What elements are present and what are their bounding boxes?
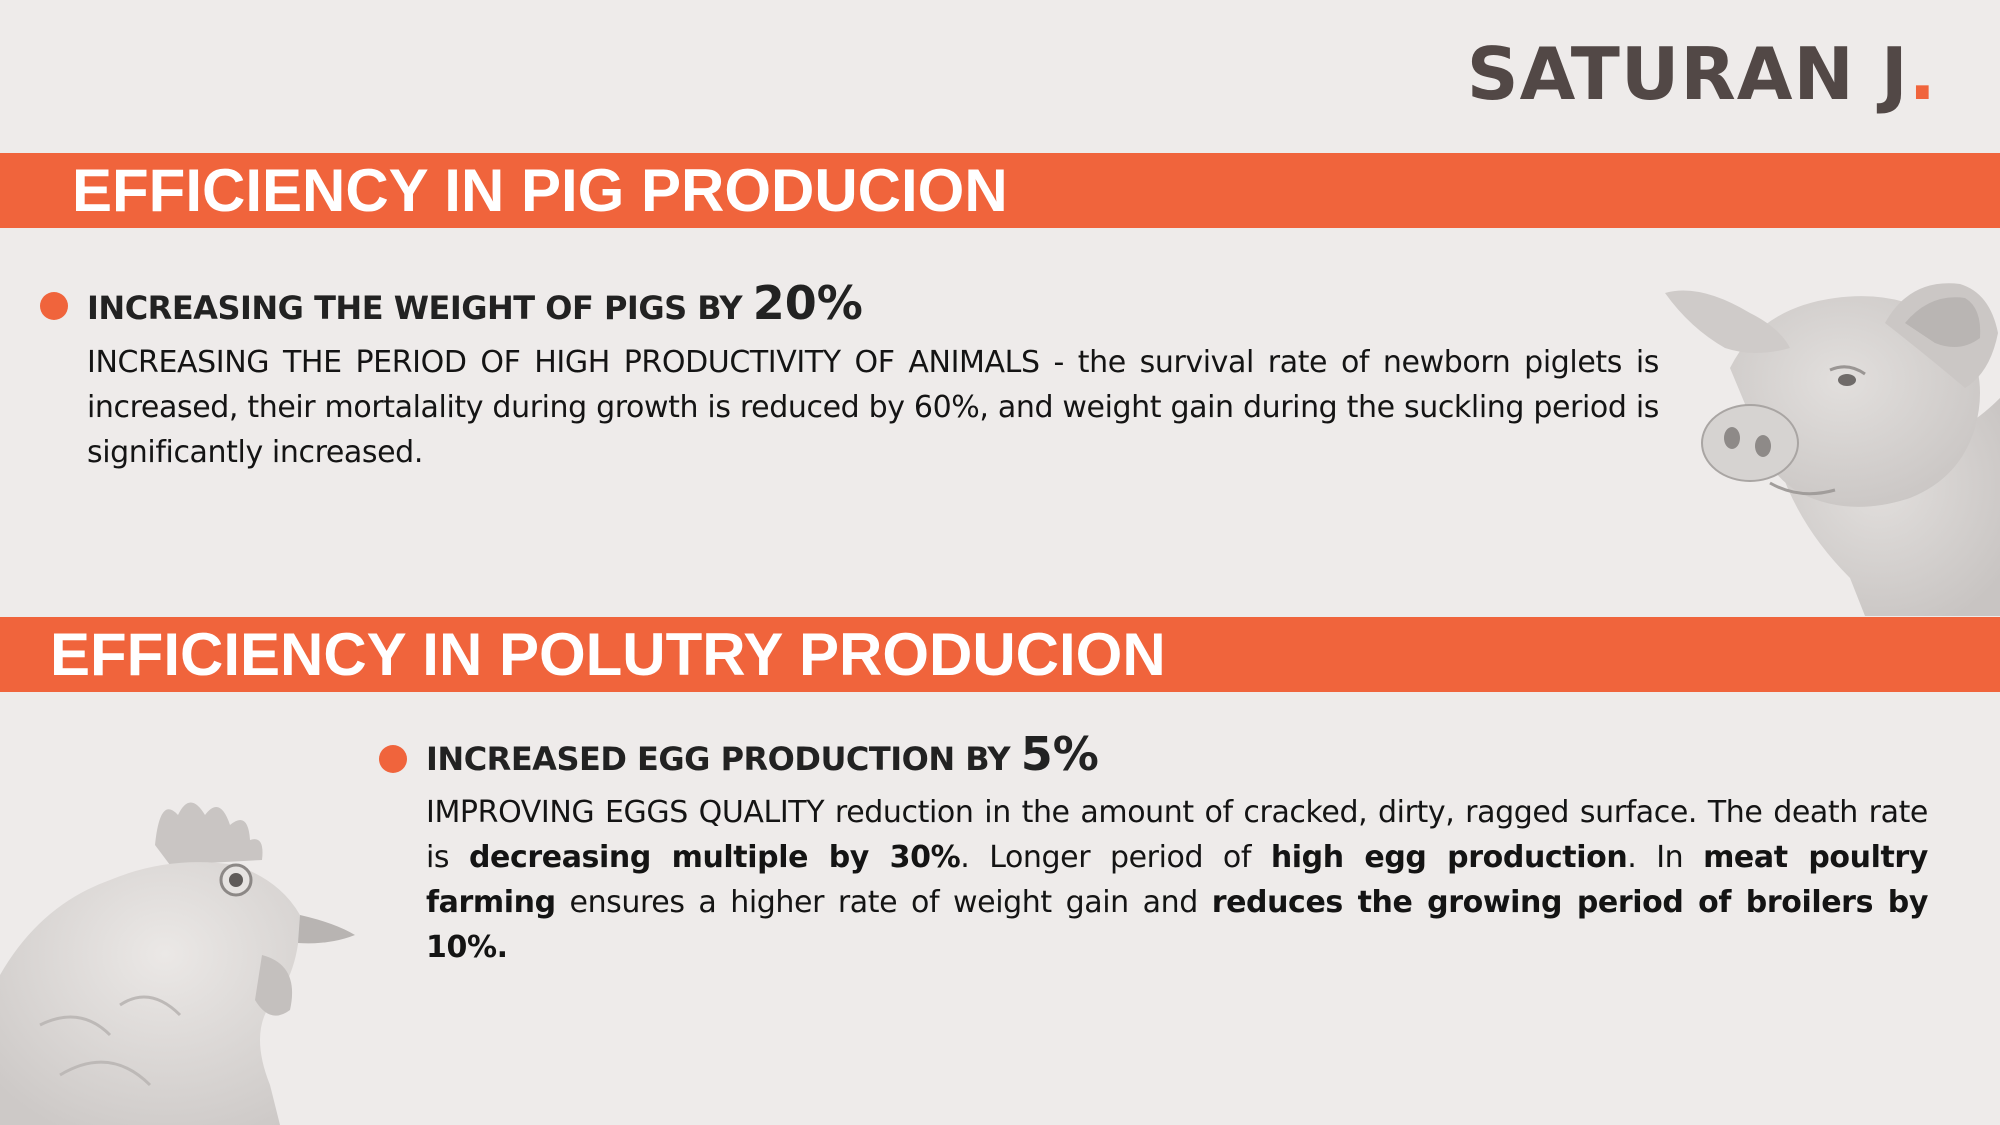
hen-illustration (0, 802, 355, 1125)
poultry-bullet-heading: INCREASED EGG PRODUCTION BY 5% (426, 727, 1099, 781)
pig-heading-value: 20% (752, 276, 863, 330)
poultry-body-part-2: . Longer period of (960, 840, 1271, 875)
pig-body-text: INCREASING THE PERIOD OF HIGH PRODUCTIVI… (87, 345, 1659, 470)
poultry-body-part-1: IMPROVING EGGS QUALITY reduction in the … (426, 795, 1928, 875)
brand-dot: . (1908, 32, 1937, 116)
poultry-heading-text: INCREASED EGG PRODUCTION BY (426, 740, 1021, 778)
pig-heading-text: INCREASING THE WEIGHT OF PIGS BY (87, 289, 753, 327)
pig-illustration (1665, 283, 2000, 616)
brand-logo: SATURAN J. (1467, 38, 1937, 110)
poultry-body-bold-3: meat poultry farming (426, 840, 1928, 920)
brand-name: SATURAN J (1466, 32, 1909, 116)
poultry-body-part-4: ensures a higher rate of weight gain and (555, 885, 1212, 920)
pig-section-band (0, 153, 2000, 228)
poultry-body-bold-1: decreasing multiple by 30% (468, 840, 961, 875)
poultry-bullet-dot (379, 745, 407, 773)
pig-bullet-dot (40, 292, 68, 320)
poultry-body-text: IMPROVING EGGS QUALITY reduction in the … (426, 790, 1928, 970)
pig-bullet-heading: INCREASING THE WEIGHT OF PIGS BY 20% (87, 276, 863, 330)
poultry-body-bold-2: high egg production (1270, 840, 1628, 875)
poultry-section-title: EFFICIENCY IN POLUTRY PRODUCION (50, 621, 1166, 688)
poultry-body-bold-4: reduces the growing period of broilers b… (426, 885, 1928, 965)
poultry-heading-value: 5% (1020, 727, 1099, 781)
poultry-section-band (0, 617, 2000, 692)
pig-section-title: EFFICIENCY IN PIG PRODUCION (72, 157, 1008, 224)
poultry-body-part-3: . In (1627, 840, 1704, 875)
